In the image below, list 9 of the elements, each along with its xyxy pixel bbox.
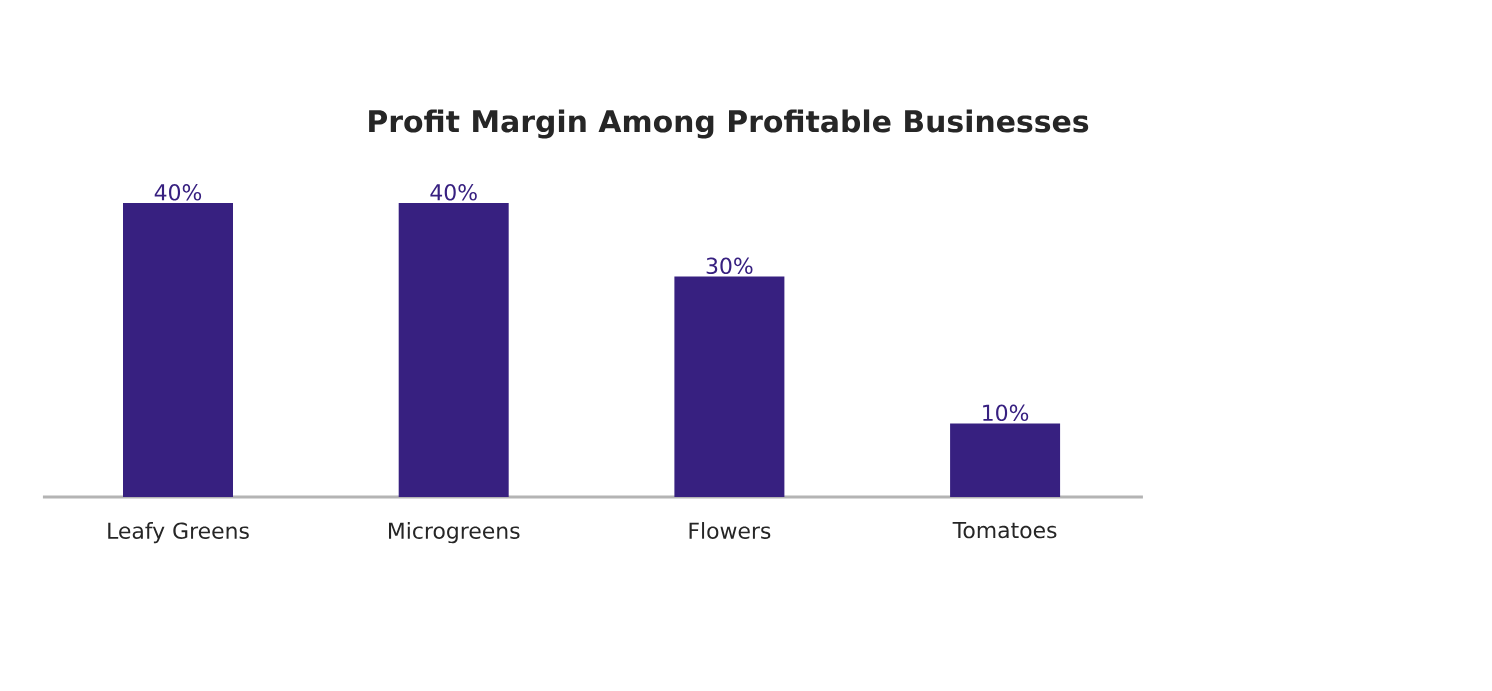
- data-label: 40%: [430, 184, 477, 201]
- x-tick-label: Tomatoes: [952, 522, 1057, 539]
- x-tick-label: Leafy Greens: [108, 522, 249, 544]
- x-tick-label: Microgreens: [389, 522, 520, 544]
- data-label: 30%: [706, 257, 753, 275]
- x-tick-label: Flowers: [689, 522, 771, 539]
- chart-title: Profit Margin Among Profitable Businesses: [369, 109, 1089, 139]
- data-label: 40%: [154, 184, 202, 201]
- data-label: 10%: [983, 404, 1029, 422]
